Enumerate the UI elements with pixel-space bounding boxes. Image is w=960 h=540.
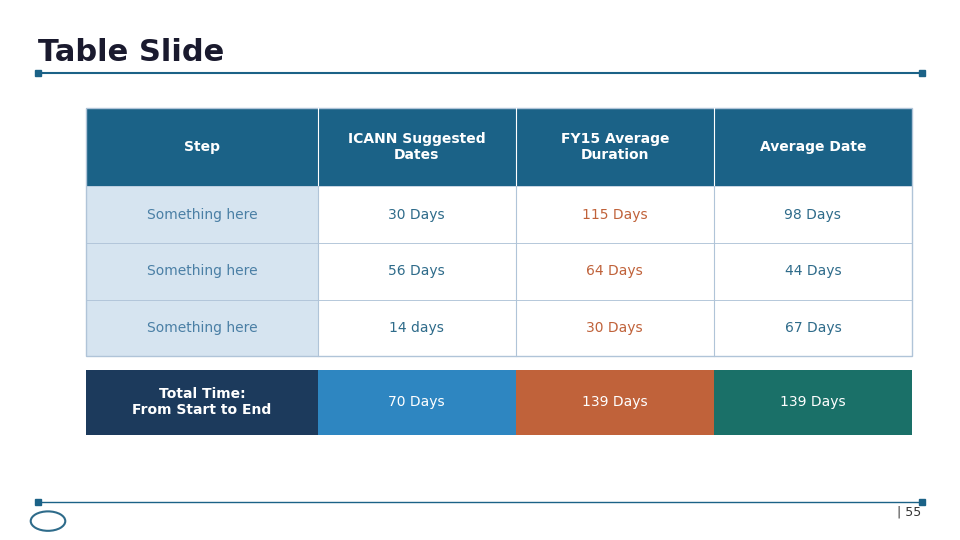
Bar bbox=[516, 243, 714, 300]
Bar bbox=[86, 108, 912, 356]
Bar bbox=[714, 186, 912, 243]
Bar bbox=[714, 370, 912, 435]
Text: Step: Step bbox=[184, 140, 220, 154]
Bar bbox=[516, 108, 714, 186]
Bar bbox=[516, 300, 714, 356]
Text: 115 Days: 115 Days bbox=[582, 208, 648, 221]
Bar bbox=[86, 243, 318, 300]
Bar bbox=[516, 186, 714, 243]
Text: 56 Days: 56 Days bbox=[388, 265, 445, 278]
Text: 139 Days: 139 Days bbox=[582, 395, 648, 409]
Bar bbox=[318, 370, 516, 435]
Text: Something here: Something here bbox=[147, 208, 257, 221]
Bar bbox=[86, 300, 318, 356]
Text: 64 Days: 64 Days bbox=[587, 265, 643, 278]
Bar bbox=[86, 186, 318, 243]
Text: 14 days: 14 days bbox=[389, 321, 444, 335]
Text: Average Date: Average Date bbox=[759, 140, 866, 154]
Text: 44 Days: 44 Days bbox=[784, 265, 841, 278]
Bar bbox=[516, 243, 714, 300]
Text: 30 Days: 30 Days bbox=[389, 208, 444, 221]
Bar bbox=[318, 186, 516, 243]
Text: Something here: Something here bbox=[147, 321, 257, 335]
Bar bbox=[86, 108, 318, 186]
Bar bbox=[516, 186, 714, 243]
Bar bbox=[714, 243, 912, 300]
Bar bbox=[516, 300, 714, 356]
Bar bbox=[86, 243, 318, 300]
Text: Something here: Something here bbox=[147, 265, 257, 278]
Bar bbox=[714, 108, 912, 186]
Bar bbox=[318, 108, 516, 186]
Text: Total Time:
From Start to End: Total Time: From Start to End bbox=[132, 387, 272, 417]
Bar bbox=[714, 186, 912, 243]
Bar bbox=[318, 243, 516, 300]
Bar bbox=[318, 300, 516, 356]
Text: 67 Days: 67 Days bbox=[784, 321, 841, 335]
Text: 98 Days: 98 Days bbox=[784, 208, 841, 221]
Text: 30 Days: 30 Days bbox=[587, 321, 643, 335]
Bar bbox=[318, 300, 516, 356]
Bar bbox=[714, 300, 912, 356]
Text: ICANN Suggested
Dates: ICANN Suggested Dates bbox=[348, 132, 486, 162]
Text: | 55: | 55 bbox=[898, 505, 922, 518]
Bar bbox=[86, 186, 318, 243]
Text: 139 Days: 139 Days bbox=[780, 395, 846, 409]
Bar bbox=[318, 186, 516, 243]
Text: Table Slide: Table Slide bbox=[38, 38, 225, 67]
Bar bbox=[714, 300, 912, 356]
Bar bbox=[318, 243, 516, 300]
Bar bbox=[714, 243, 912, 300]
Text: 70 Days: 70 Days bbox=[389, 395, 444, 409]
Bar bbox=[516, 370, 714, 435]
Text: FY15 Average
Duration: FY15 Average Duration bbox=[561, 132, 669, 162]
Bar bbox=[86, 300, 318, 356]
Bar bbox=[86, 370, 318, 435]
